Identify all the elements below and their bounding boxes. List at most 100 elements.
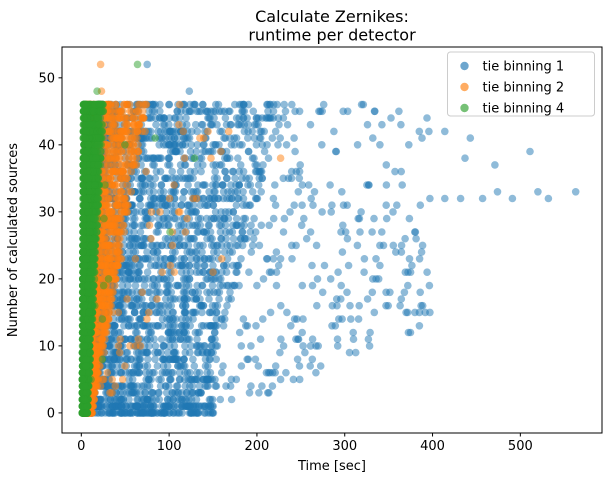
data-point [185, 275, 194, 283]
data-point [251, 228, 260, 236]
data-point [119, 288, 127, 297]
data-point [189, 188, 198, 196]
data-point [171, 214, 180, 223]
data-point [169, 295, 177, 303]
data-point [154, 127, 162, 136]
data-point [244, 181, 252, 189]
data-point [255, 167, 264, 176]
data-point [167, 254, 175, 263]
data-point [343, 234, 352, 243]
data-point [376, 141, 384, 149]
data-point [333, 342, 342, 350]
data-point [298, 181, 307, 189]
data-point [166, 375, 175, 384]
data-point [159, 188, 168, 196]
data-point [224, 295, 233, 303]
data-point [135, 315, 143, 323]
data-point [111, 181, 119, 189]
data-point [356, 228, 364, 236]
data-point [206, 308, 214, 317]
data-point [209, 261, 217, 270]
data-point [365, 342, 374, 350]
data-point [166, 275, 175, 283]
data-point [189, 355, 197, 364]
data-point [124, 322, 133, 330]
data-point [191, 120, 200, 129]
data-point [382, 161, 391, 169]
data-point [134, 275, 143, 283]
data-point [284, 174, 293, 183]
data-point [346, 301, 354, 310]
data-point [201, 362, 210, 370]
data-point [215, 295, 223, 303]
data-point [139, 147, 148, 156]
data-point [326, 181, 334, 189]
data-point [191, 288, 199, 297]
data-point [159, 342, 167, 350]
data-point [207, 322, 215, 330]
data-point [343, 288, 351, 297]
data-point [231, 100, 239, 109]
data-point [290, 201, 299, 209]
data-point [118, 409, 126, 417]
data-point [370, 214, 378, 223]
data-point [441, 194, 449, 203]
data-point [151, 174, 160, 183]
data-point [122, 389, 131, 397]
data-point [230, 141, 239, 149]
data-point [129, 241, 137, 250]
data-point [478, 194, 487, 203]
data-point [164, 174, 172, 183]
data-point [184, 281, 193, 290]
data-point [146, 201, 155, 209]
data-point [211, 375, 219, 384]
data-point [107, 335, 116, 344]
data-point [105, 409, 114, 417]
data-point [148, 301, 156, 310]
data-point [237, 342, 246, 350]
data-point [155, 395, 164, 404]
data-point [236, 234, 245, 243]
data-point [249, 107, 258, 116]
data-point [161, 134, 169, 142]
data-point [239, 214, 248, 223]
data-point [210, 288, 218, 297]
data-point [118, 268, 127, 277]
data-point [344, 261, 353, 270]
data-point [203, 375, 212, 384]
data-point [246, 201, 255, 209]
data-point [416, 288, 425, 297]
data-point [234, 241, 242, 250]
data-point [185, 174, 193, 183]
data-point [411, 228, 420, 236]
data-point [295, 167, 304, 176]
data-point [146, 181, 155, 189]
data-point [313, 275, 322, 283]
data-point [148, 100, 157, 109]
data-point [221, 221, 230, 230]
data-point [290, 134, 298, 142]
data-point [211, 208, 220, 216]
data-point [158, 308, 167, 317]
data-point [191, 100, 199, 109]
data-point [277, 301, 285, 310]
data-point [129, 154, 137, 162]
data-point [229, 234, 238, 243]
data-point [177, 322, 186, 330]
data-point [228, 167, 237, 176]
data-point [393, 201, 401, 209]
data-point [202, 228, 211, 236]
chart-title: runtime per detector [248, 26, 416, 45]
data-point [251, 355, 260, 364]
data-point [199, 181, 207, 189]
data-point [154, 322, 162, 330]
data-point [152, 167, 161, 176]
data-point [131, 281, 140, 290]
data-point [318, 208, 326, 216]
data-point [157, 181, 166, 189]
data-point [370, 308, 379, 317]
data-point [133, 288, 141, 297]
data-point [140, 322, 148, 330]
data-point [345, 348, 354, 357]
data-point [159, 120, 168, 129]
